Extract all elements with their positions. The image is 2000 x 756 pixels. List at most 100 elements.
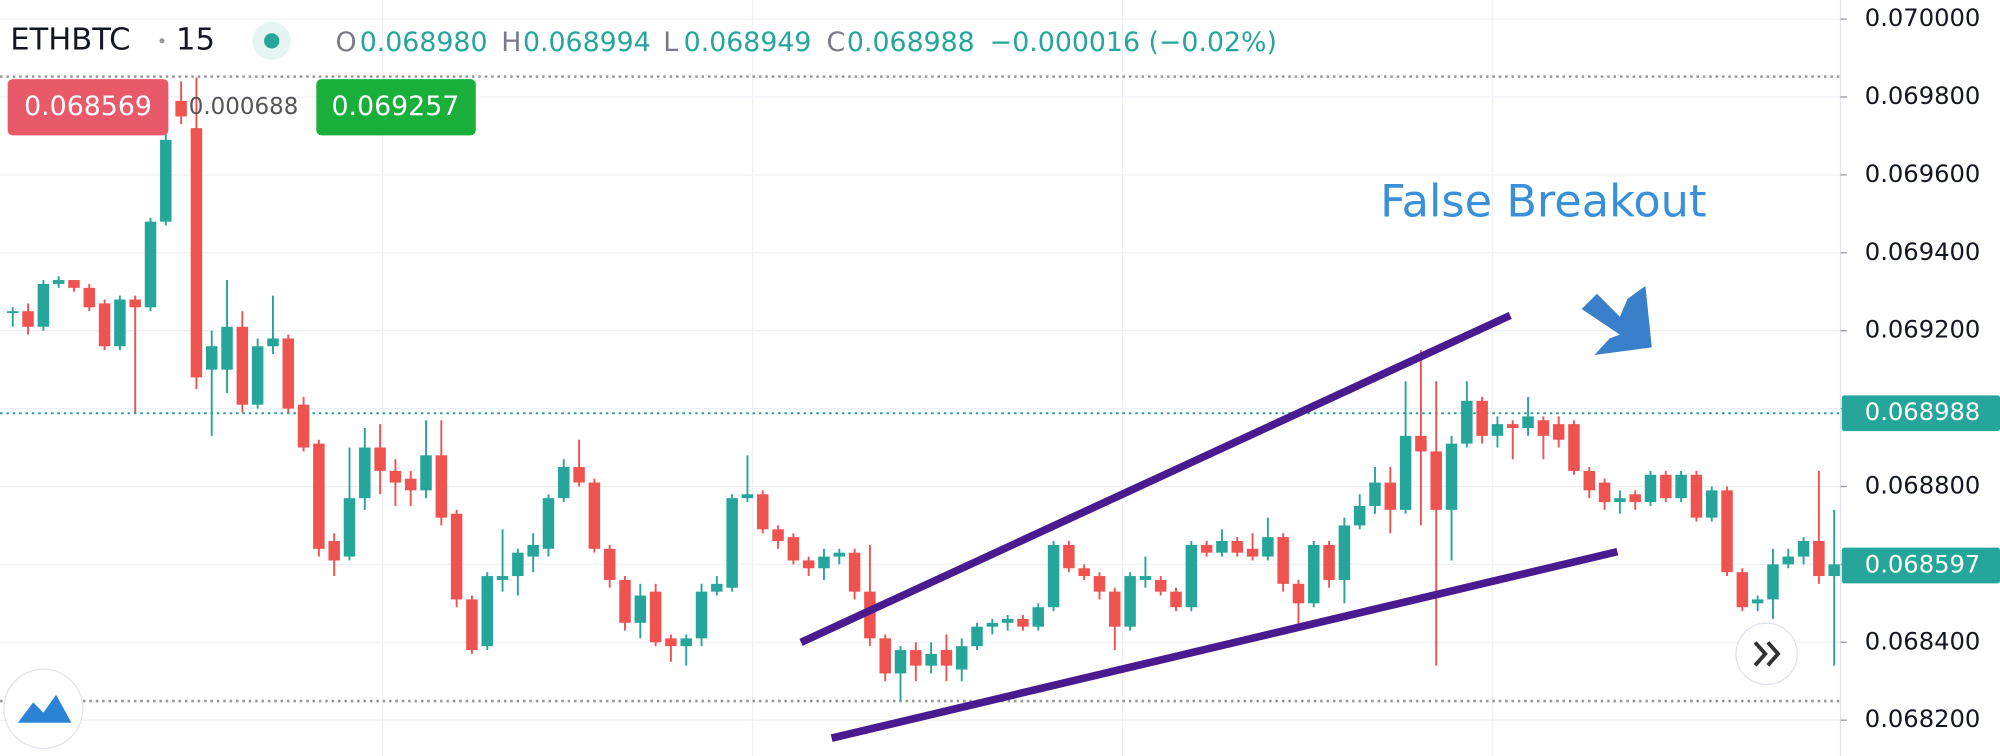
candle-body bbox=[343, 498, 356, 557]
candle-body bbox=[619, 579, 631, 623]
candle-body bbox=[1552, 424, 1565, 440]
candle-body bbox=[68, 280, 80, 288]
candle-body bbox=[1491, 424, 1504, 436]
candle-body bbox=[879, 638, 891, 674]
candle-body bbox=[144, 221, 157, 308]
candle-body bbox=[680, 638, 692, 647]
candle-body bbox=[1017, 618, 1029, 627]
candle-body bbox=[7, 311, 19, 314]
logo-circle[interactable] bbox=[3, 668, 84, 749]
candle-body bbox=[496, 576, 509, 580]
candle-body bbox=[910, 650, 922, 666]
field-value: 0.068980 bbox=[360, 27, 488, 58]
candle-body bbox=[282, 338, 295, 409]
candle-body bbox=[787, 537, 800, 561]
symbol: ETHBTC bbox=[10, 22, 130, 57]
candle-body bbox=[205, 346, 218, 370]
candle-body bbox=[466, 599, 478, 651]
change: −0.000016 (−0.02%) bbox=[990, 27, 1277, 58]
candle-body bbox=[313, 443, 325, 549]
candle-body bbox=[940, 650, 953, 666]
candle-body bbox=[1139, 576, 1152, 580]
candle-body bbox=[757, 494, 769, 530]
candle-body bbox=[221, 326, 233, 370]
candle-body bbox=[558, 466, 570, 499]
candle-body bbox=[1644, 474, 1657, 503]
candle-body bbox=[1399, 435, 1412, 510]
candle-body bbox=[328, 541, 340, 561]
sell-button[interactable] bbox=[7, 79, 169, 136]
candles bbox=[7, 77, 1840, 701]
candle-body bbox=[527, 544, 539, 557]
candle-body bbox=[833, 552, 846, 557]
candle-body bbox=[481, 576, 493, 647]
field-key: O bbox=[335, 27, 356, 58]
candle-body bbox=[741, 494, 754, 499]
candle-body bbox=[98, 303, 111, 347]
status-dot bbox=[264, 33, 280, 49]
candle-body bbox=[160, 139, 172, 222]
candle-body bbox=[695, 591, 708, 639]
y-tick-label: 0.069600 bbox=[1865, 159, 1981, 188]
candle-body bbox=[37, 283, 50, 327]
candle-body bbox=[1736, 572, 1749, 608]
candle-body bbox=[1124, 576, 1136, 627]
candle-body bbox=[512, 552, 524, 577]
candle-body bbox=[1353, 505, 1366, 526]
field-key: L bbox=[663, 27, 678, 58]
scroll-button[interactable] bbox=[1735, 622, 1798, 686]
candle-body bbox=[1568, 424, 1580, 471]
candle-body bbox=[22, 311, 34, 327]
candle-body bbox=[389, 470, 402, 483]
price-label: 0.068988 bbox=[1865, 397, 1981, 426]
candle-body bbox=[1461, 400, 1473, 444]
candle-body bbox=[420, 455, 432, 491]
y-tick-label: 0.068200 bbox=[1865, 704, 1981, 733]
candle-body bbox=[1093, 576, 1106, 592]
candle-body bbox=[1690, 474, 1703, 518]
logo-mark[interactable] bbox=[17, 694, 72, 723]
candle-body bbox=[251, 346, 264, 405]
candle-body bbox=[955, 646, 968, 670]
candle-body bbox=[1063, 544, 1075, 569]
candle-body bbox=[404, 478, 417, 491]
candle-body bbox=[1369, 482, 1381, 506]
candle-body bbox=[925, 653, 937, 666]
candle-body bbox=[175, 100, 187, 117]
y-tick-label: 0.068800 bbox=[1865, 470, 1981, 499]
candle-body bbox=[1384, 482, 1397, 510]
y-tick-label: 0.069200 bbox=[1865, 315, 1981, 344]
candle-body bbox=[894, 650, 907, 674]
candle-body bbox=[603, 548, 616, 580]
annotation: False Breakout bbox=[1380, 175, 1706, 227]
candle-body bbox=[1675, 474, 1687, 499]
candle-body bbox=[1751, 599, 1764, 604]
price-label: 0.068597 bbox=[1865, 550, 1981, 579]
scroll-icon[interactable] bbox=[1753, 641, 1781, 667]
header: ETHBTC 15 bbox=[10, 21, 291, 61]
candle-body bbox=[1415, 435, 1427, 452]
candle-body bbox=[1537, 420, 1550, 436]
candle-body bbox=[1292, 583, 1305, 604]
candle-body bbox=[1200, 544, 1213, 553]
candle-body bbox=[1614, 498, 1626, 503]
buy-button[interactable] bbox=[316, 79, 476, 136]
buy-price[interactable]: 0.069257 bbox=[332, 91, 460, 122]
field-key: H bbox=[501, 27, 521, 58]
candle-body bbox=[435, 455, 448, 518]
candle-body bbox=[1001, 618, 1014, 623]
field-value: 0.068988 bbox=[847, 27, 975, 58]
logo[interactable] bbox=[3, 668, 84, 749]
sell-price[interactable]: 0.068569 bbox=[24, 91, 152, 122]
candle-body bbox=[1047, 544, 1060, 608]
y-tick-label: 0.068400 bbox=[1865, 626, 1981, 655]
trend-line bbox=[830, 547, 1619, 742]
candle-body bbox=[450, 513, 463, 600]
candle-body bbox=[374, 447, 386, 471]
arrow bbox=[1581, 286, 1652, 356]
y-tick-label: 0.070000 bbox=[1865, 3, 1981, 32]
candle-body bbox=[1721, 490, 1733, 573]
candle-body bbox=[1109, 591, 1121, 627]
candle-body bbox=[1767, 564, 1779, 600]
